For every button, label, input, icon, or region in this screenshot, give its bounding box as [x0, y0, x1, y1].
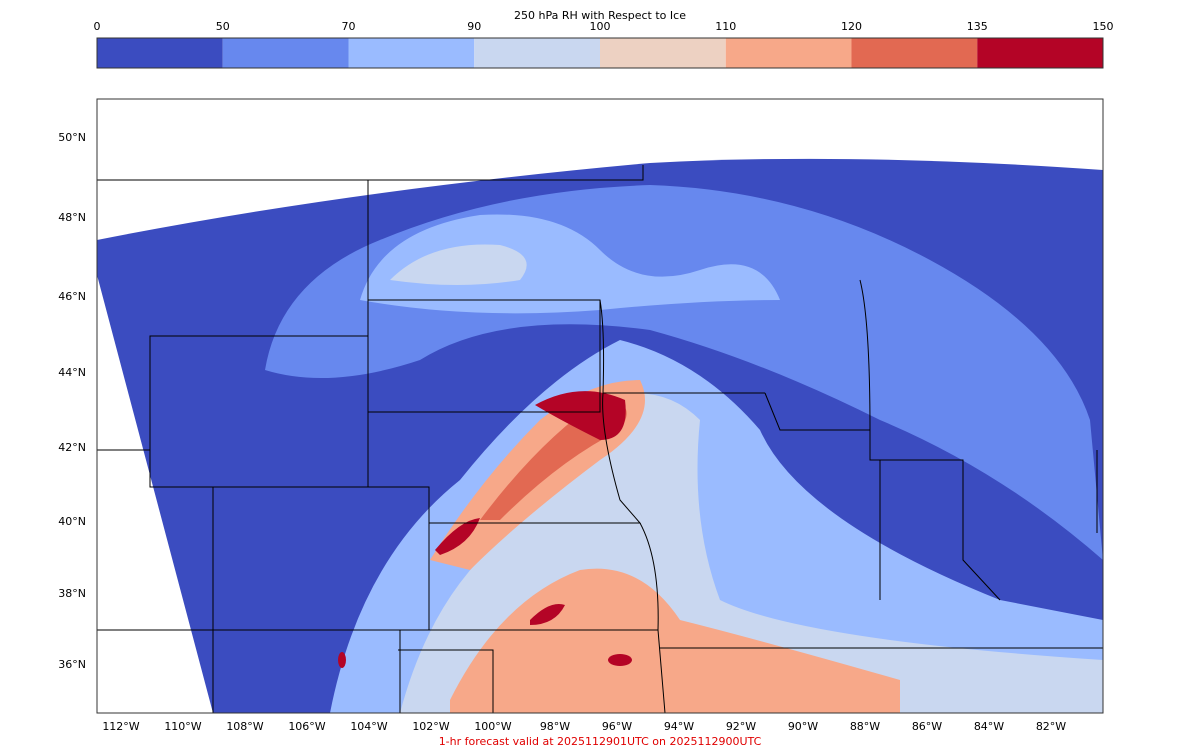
longitude-label: 96°W — [602, 720, 632, 733]
map-frame — [96, 98, 1104, 714]
latitude-label: 50°N — [58, 131, 86, 144]
longitude-label: 94°W — [664, 720, 694, 733]
colorbar-segment — [222, 38, 349, 68]
longitude-label: 104°W — [350, 720, 387, 733]
longitude-label: 98°W — [540, 720, 570, 733]
colorbar-tick-label: 110 — [715, 20, 736, 33]
longitude-label: 100°W — [474, 720, 511, 733]
latitude-label: 48°N — [58, 211, 86, 224]
colorbar-tick-label: 120 — [841, 20, 862, 33]
longitude-label: 86°W — [912, 720, 942, 733]
colorbar-tick-label: 135 — [967, 20, 988, 33]
colorbar-tick-label: 90 — [467, 20, 481, 33]
colorbar-outline — [96, 37, 1104, 69]
longitude-label: 92°W — [726, 720, 756, 733]
latitude-label: 36°N — [58, 658, 86, 671]
colorbar-segment — [851, 38, 978, 68]
longitude-label: 84°W — [974, 720, 1004, 733]
colorbar-segment — [97, 38, 223, 68]
longitude-label: 108°W — [226, 720, 263, 733]
latitude-label: 46°N — [58, 290, 86, 303]
colorbar-tick-label: 70 — [342, 20, 356, 33]
colorbar-tick-label: 0 — [94, 20, 101, 33]
longitude-label: 102°W — [412, 720, 449, 733]
colorbar-tick-label: 150 — [1093, 20, 1114, 33]
latitude-label: 40°N — [58, 515, 86, 528]
latitude-label: 42°N — [58, 441, 86, 454]
colorbar-title: 250 hPa RH with Respect to Ice — [514, 9, 686, 22]
colorbar-segment — [977, 38, 1103, 68]
latitude-label: 44°N — [58, 366, 86, 379]
longitude-label: 106°W — [288, 720, 325, 733]
longitude-label: 82°W — [1036, 720, 1066, 733]
colorbar-segment — [600, 38, 726, 68]
colorbar-segment — [725, 38, 852, 68]
map-field — [97, 158, 1103, 714]
colorbar-tick-label: 50 — [216, 20, 230, 33]
colorbar-segment — [474, 38, 600, 68]
longitude-label: 88°W — [850, 720, 880, 733]
latitude-label: 38°N — [58, 587, 86, 600]
longitude-label: 90°W — [788, 720, 818, 733]
colorbar: 0 50 70 90 100 110 120 135 150 — [94, 20, 1114, 69]
longitude-label: 110°W — [164, 720, 201, 733]
longitude-label: 112°W — [102, 720, 139, 733]
colorbar-segment — [348, 38, 475, 68]
state-borders — [97, 165, 1103, 714]
forecast-footer: 1-hr forecast valid at 2025112901UTC on … — [439, 735, 762, 748]
colorbar-tick-label: 100 — [590, 20, 611, 33]
